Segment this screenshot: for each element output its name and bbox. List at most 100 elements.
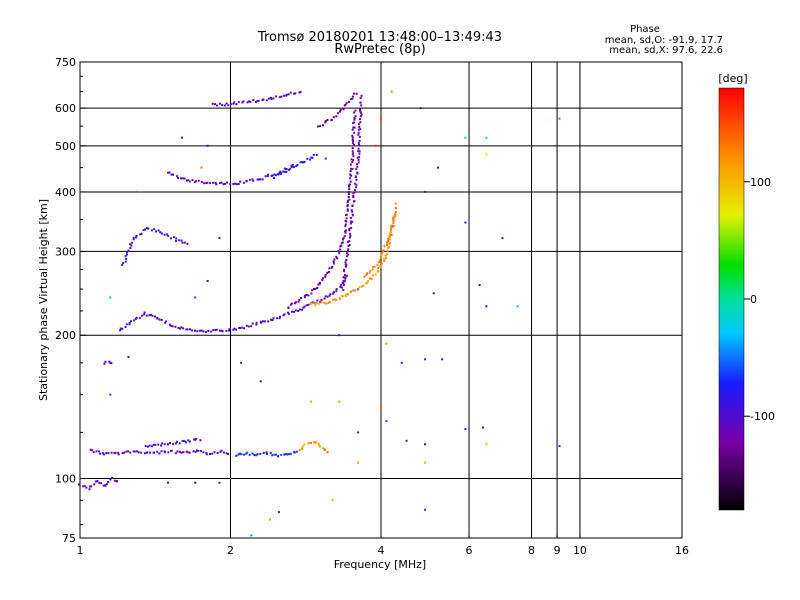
echo-point: [305, 304, 308, 307]
echo-point: [170, 325, 173, 327]
echo-point: [202, 451, 205, 454]
echo-point: [90, 485, 93, 488]
echo-point: [317, 125, 320, 128]
echo-point: [319, 282, 321, 285]
echo-point: [346, 209, 349, 212]
echo-point: [347, 250, 349, 253]
echo-point: [111, 476, 114, 479]
echo-point: [295, 301, 297, 304]
echo-point: [256, 453, 259, 456]
echo-point: [395, 207, 398, 210]
echo-point: [352, 289, 355, 292]
echo-point: [183, 440, 186, 443]
echo-point: [350, 222, 352, 225]
echo-point: [339, 297, 341, 300]
echo-point: [338, 110, 341, 113]
scatter-point: [424, 358, 427, 361]
echo-point: [335, 290, 338, 293]
scatter-point: [558, 445, 561, 448]
echo-point: [151, 314, 154, 317]
echo-point: [125, 251, 128, 254]
scatter-point: [310, 400, 313, 403]
echo-point: [351, 136, 354, 139]
echo-point: [394, 202, 397, 205]
echo-point: [264, 175, 267, 178]
echo-point: [143, 452, 146, 455]
echo-point: [289, 91, 292, 94]
echo-point: [320, 301, 323, 304]
echo-point: [337, 250, 340, 253]
echo-point: [187, 439, 190, 442]
scatter-point: [424, 443, 427, 446]
echo-point: [277, 455, 279, 458]
echo-point: [319, 125, 322, 128]
echo-point: [290, 302, 293, 305]
echo-point: [191, 179, 194, 181]
echo-point: [223, 104, 226, 107]
echo-point: [222, 451, 225, 454]
echo-point: [349, 234, 352, 237]
y-tick-label: 100: [55, 473, 76, 486]
echo-point: [388, 238, 391, 241]
echo-point: [194, 450, 197, 453]
echo-point: [388, 243, 391, 246]
echo-point: [347, 100, 350, 103]
echo-point: [123, 451, 126, 454]
echo-point: [388, 233, 391, 236]
echo-point: [175, 237, 178, 240]
echo-point: [348, 185, 350, 188]
echo-point: [182, 177, 184, 180]
echo-point: [340, 284, 343, 287]
echo-point: [156, 317, 159, 320]
echo-point: [83, 485, 86, 488]
echo-point: [169, 442, 171, 445]
echo-point: [164, 451, 167, 454]
echo-point: [164, 321, 167, 324]
echo-point: [370, 277, 373, 280]
chart-subtitle: RwPretec (8p): [334, 42, 425, 57]
scatter-point: [357, 461, 360, 464]
echo-point: [324, 295, 327, 298]
echo-point: [298, 449, 301, 452]
echo-point: [342, 280, 345, 283]
echo-point: [299, 91, 302, 94]
scatter-point: [250, 534, 253, 537]
echo-point: [154, 443, 157, 446]
echo-point: [105, 452, 108, 455]
echo-point: [278, 171, 281, 174]
echo-point: [344, 276, 347, 279]
echo-point: [144, 228, 147, 231]
echo-point: [320, 298, 323, 301]
echo-point: [250, 325, 253, 328]
echo-point: [350, 174, 353, 177]
echo-point: [390, 233, 393, 236]
echo-point: [189, 328, 191, 331]
echo-point: [127, 450, 130, 453]
echo-point: [323, 449, 326, 451]
echo-point: [351, 138, 354, 141]
scatter-point: [424, 508, 427, 511]
echo-point: [176, 175, 179, 178]
echo-point: [255, 454, 258, 457]
echo-point: [158, 452, 161, 455]
echo-point: [332, 298, 334, 301]
echo-point: [350, 226, 353, 229]
echo-point: [270, 98, 273, 101]
echo-point: [260, 321, 263, 324]
echo-point: [358, 123, 360, 126]
echo-point: [352, 159, 354, 161]
echo-point: [346, 199, 349, 202]
echo-point: [113, 452, 116, 455]
echo-point: [228, 329, 231, 332]
echo-point: [343, 270, 346, 273]
echo-point: [145, 227, 148, 230]
echo-point: [350, 209, 353, 212]
echo-point: [379, 264, 382, 267]
echo-point: [392, 215, 395, 218]
echo-point: [220, 181, 223, 184]
echo-point: [386, 243, 388, 246]
echo-point: [96, 480, 99, 482]
scatter-point: [357, 288, 360, 291]
echo-point: [352, 152, 354, 155]
